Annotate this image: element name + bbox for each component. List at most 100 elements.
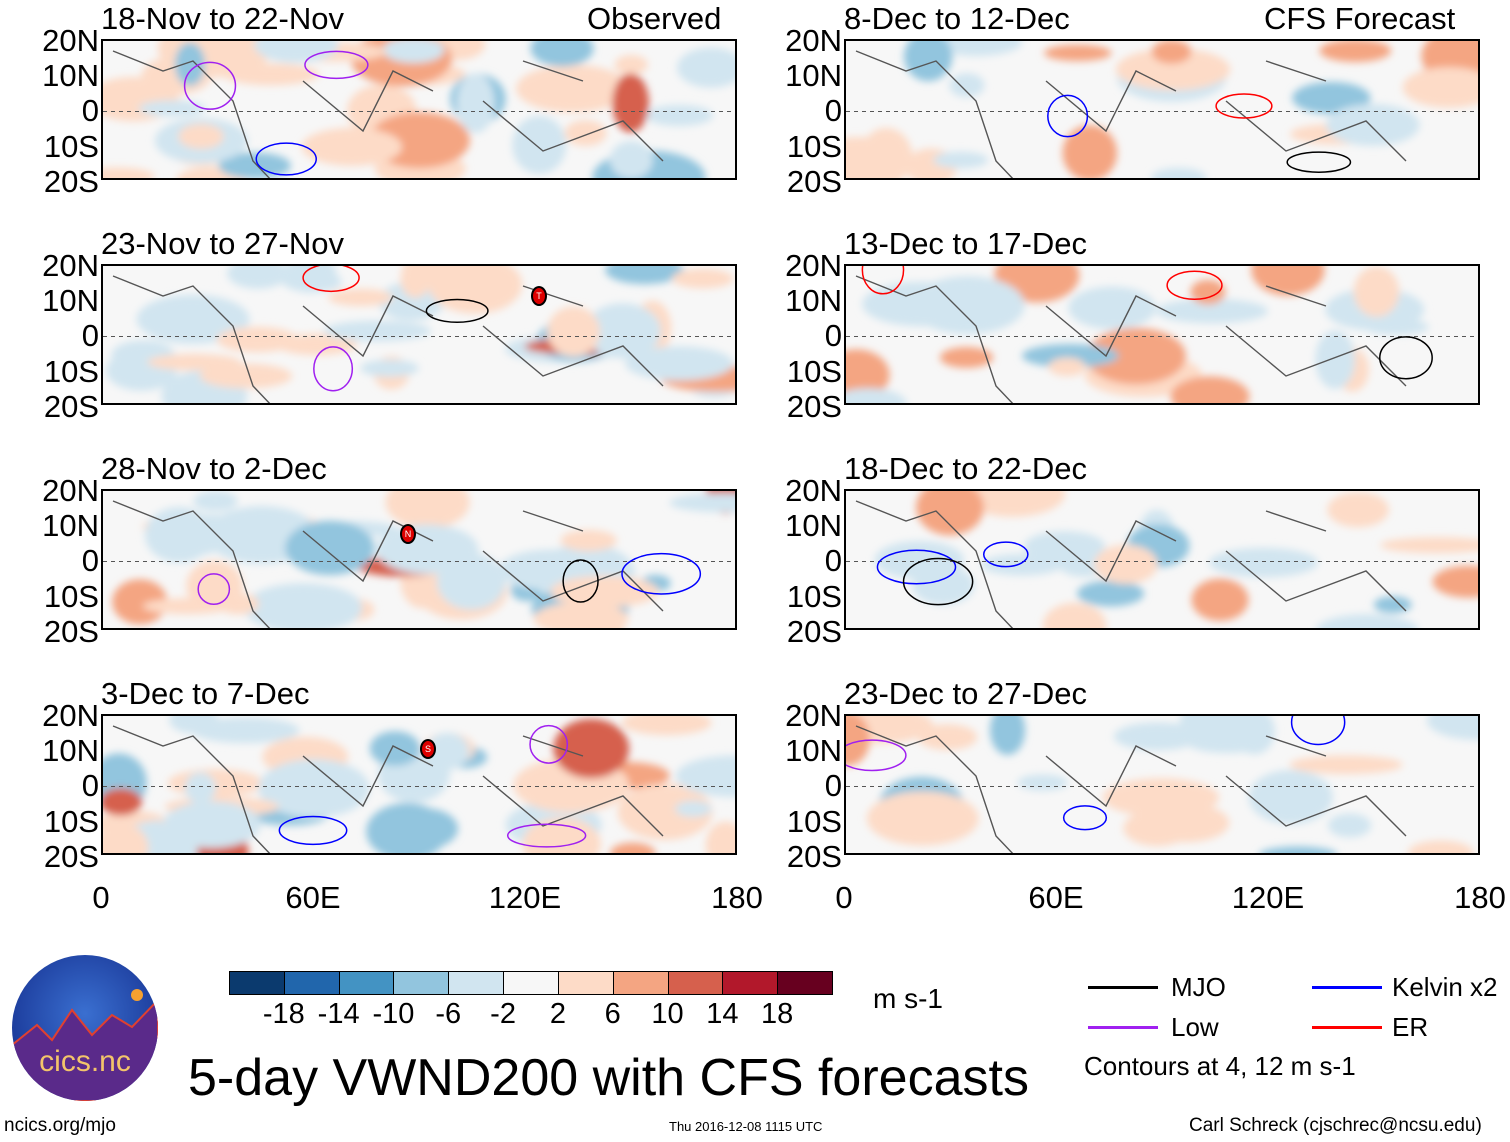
panel-title: 23-Dec to 27-Dec	[844, 676, 1087, 711]
coastline	[112, 50, 664, 178]
lat-label: 10N	[785, 58, 842, 94]
lon-label: 120E	[488, 880, 562, 915]
anomaly-blob	[910, 276, 1025, 335]
lat-label: 0	[81, 318, 99, 354]
anomaly-blob	[617, 783, 713, 840]
colorbar-label: -18	[262, 998, 305, 1030]
anomaly-blob	[218, 152, 291, 178]
wind-field	[103, 491, 735, 628]
anomaly-blob	[382, 41, 445, 64]
anomaly-blob	[705, 821, 735, 853]
lat-label: 10S	[786, 803, 842, 839]
lat-label: 10N	[42, 283, 99, 319]
lat-label: 20S	[786, 613, 842, 649]
anomaly-blob	[533, 602, 629, 628]
anomaly-blob	[1140, 803, 1230, 843]
anomaly-blob	[190, 717, 300, 744]
anomaly-blob	[949, 73, 985, 98]
map-panel	[844, 39, 1480, 180]
legend-kelvin: Kelvin x2	[1392, 972, 1498, 1002]
anomaly-blob	[916, 491, 984, 536]
anomaly-blob	[912, 565, 975, 605]
anomaly-blob	[243, 583, 363, 628]
lat-label: 10S	[43, 803, 99, 839]
anomaly-blob	[301, 127, 403, 166]
anomaly-blob	[609, 141, 653, 178]
anomaly-blob	[530, 41, 594, 67]
anomaly-blob	[323, 320, 432, 342]
lon-label: 0	[92, 880, 110, 915]
legend-mjo-line	[1088, 986, 1158, 989]
colorbar-label: 2	[549, 998, 566, 1030]
lat-label: 10N	[42, 58, 99, 94]
lat-label: 10N	[785, 283, 842, 319]
lat-label: 20N	[785, 698, 842, 733]
anomaly-blob	[369, 731, 421, 766]
observed-label: Observed	[587, 1, 722, 36]
wind-field	[846, 716, 1478, 853]
anomaly-blob	[1289, 755, 1403, 775]
colorbar-label: -2	[490, 998, 516, 1030]
anomaly-blob	[931, 41, 1023, 56]
legend-mjo: MJO	[1171, 972, 1226, 1002]
anomaly-blob	[327, 288, 394, 307]
anomaly-blob	[550, 575, 659, 608]
lat-label: 10N	[42, 508, 99, 544]
colorbar-label: 18	[761, 998, 794, 1030]
cfs-forecast-label: CFS Forecast	[1264, 1, 1456, 36]
anomaly-blob	[1248, 769, 1333, 825]
anomaly-blob	[1062, 124, 1118, 178]
anomaly-blob	[1068, 286, 1156, 330]
legend-er: ER	[1392, 1012, 1429, 1042]
anomaly-blob	[258, 759, 370, 818]
anomaly-blob	[389, 491, 431, 523]
anomaly-blob	[547, 306, 600, 357]
contour	[902, 557, 974, 606]
panel-title: 3-Dec to 7-Dec	[101, 676, 310, 711]
anomaly-blob	[103, 823, 149, 853]
legend-kelvin-line	[1312, 986, 1382, 989]
contour	[1166, 270, 1223, 301]
anomaly-blob	[675, 800, 712, 818]
anomaly-blob	[199, 363, 293, 389]
cyclone-marker-icon: N	[400, 524, 416, 544]
lat-label: 10S	[786, 578, 842, 614]
footer-url[interactable]: ncics.org/mjo	[4, 1115, 116, 1136]
lat-label: 0	[81, 93, 99, 129]
anomaly-blob	[671, 268, 734, 289]
anomaly-blob	[917, 724, 978, 751]
anomaly-blob	[136, 294, 250, 344]
colorbar-label: 14	[706, 998, 739, 1030]
cyclone-marker-icon: S	[420, 739, 436, 759]
footer-timestamp: Thu 2016-12-08 1115 UTC	[669, 1119, 823, 1134]
anomaly-blob	[1327, 813, 1372, 838]
anomaly-blob	[1259, 846, 1337, 853]
lon-label: 0	[835, 880, 853, 915]
anomaly-blob	[1151, 41, 1192, 64]
anomaly-blob	[1208, 547, 1319, 578]
colorbar-swatch	[338, 971, 395, 995]
anomaly-blob	[167, 769, 263, 798]
panel-title: 28-Nov to 2-Dec	[101, 451, 327, 486]
anomaly-blob	[1292, 81, 1371, 114]
cyclone-marker-icon: T	[531, 286, 547, 306]
anomaly-blob	[1021, 343, 1119, 368]
contour	[861, 266, 905, 295]
coastline	[855, 275, 1407, 403]
lat-label: 0	[824, 543, 842, 579]
contour	[876, 549, 957, 585]
anomaly-blob	[1155, 298, 1269, 324]
anomaly-blob	[989, 716, 1026, 756]
colorbar-swatch	[722, 971, 779, 995]
panel-title: 23-Nov to 27-Nov	[101, 226, 344, 261]
anomaly-blob	[402, 266, 503, 286]
anomaly-blob	[903, 41, 953, 82]
lat-label: 0	[81, 543, 99, 579]
lat-label: 0	[824, 318, 842, 354]
lat-label: 0	[824, 93, 842, 129]
contour	[1062, 805, 1108, 831]
map-panel	[101, 714, 737, 855]
wind-field	[103, 716, 735, 853]
anomaly-blob	[1373, 596, 1412, 614]
colorbar-swatch	[612, 971, 669, 995]
